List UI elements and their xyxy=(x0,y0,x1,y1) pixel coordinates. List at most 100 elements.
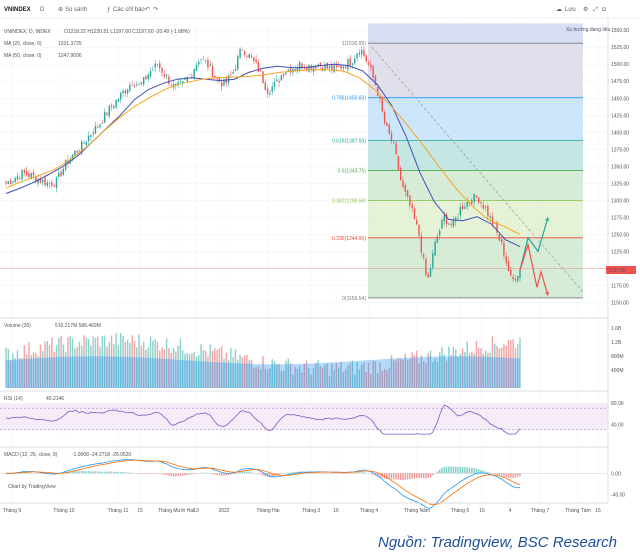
candle-body xyxy=(250,55,253,58)
legend-rsi-value: 40.2146 xyxy=(46,396,64,402)
candle-body xyxy=(239,48,241,58)
macd-histogram-bar xyxy=(28,472,30,474)
volume-bar xyxy=(209,344,211,388)
macd-histogram-bar xyxy=(184,473,186,476)
macd-histogram-bar xyxy=(445,466,448,474)
macd-histogram-bar xyxy=(30,472,32,474)
candle-body xyxy=(138,83,140,84)
indicators-button[interactable]: Các chỉ báo xyxy=(113,6,145,13)
legend-ma20-value: 1231.3725 xyxy=(58,41,82,47)
volume-bar xyxy=(356,362,358,388)
candle-body xyxy=(32,172,35,176)
macd-histogram-bar xyxy=(170,473,172,477)
macd-histogram-bar xyxy=(78,471,81,474)
legend-ma50: MA (50, close, 0) xyxy=(4,53,42,59)
candle-body xyxy=(21,169,23,180)
candle-body xyxy=(503,242,505,256)
undo-icon[interactable]: ↶ xyxy=(145,6,150,13)
volume-bar xyxy=(269,368,271,388)
macd-histogram-bar xyxy=(218,473,221,476)
macd-histogram-bar xyxy=(494,473,496,475)
volume-bar xyxy=(30,355,32,388)
candle-body xyxy=(220,82,223,87)
candle-body xyxy=(491,216,494,225)
y-tick-label: 1250.00 xyxy=(611,232,629,238)
volume-bar xyxy=(129,342,131,388)
candle-body xyxy=(308,64,310,72)
volume-bar xyxy=(232,357,234,388)
macd-histogram-bar xyxy=(377,473,379,477)
volume-bar xyxy=(76,346,78,388)
volume-bar xyxy=(60,336,62,388)
volume-bar xyxy=(5,347,7,388)
chart-by-tradingview[interactable]: Chart by TradingView xyxy=(8,484,56,490)
macd-histogram-bar xyxy=(129,472,131,474)
compare-button[interactable]: So sánh xyxy=(65,7,87,13)
macd-histogram-bar xyxy=(416,473,418,479)
volume-bar xyxy=(303,363,306,388)
volume-bar xyxy=(360,364,363,388)
macd-histogram-bar xyxy=(413,473,416,479)
fib-level-label: 1(1530.95) xyxy=(342,41,367,47)
macd-histogram-bar xyxy=(257,473,260,475)
macd-histogram-bar xyxy=(438,469,441,474)
candle-body xyxy=(393,142,395,143)
candle-body xyxy=(264,82,267,90)
volume-bar xyxy=(94,338,97,388)
compare-icon[interactable]: ⊕ xyxy=(58,7,63,13)
volume-bar xyxy=(340,361,342,388)
candle-body xyxy=(62,168,65,175)
candle-body xyxy=(347,59,349,70)
candle-body xyxy=(103,111,106,123)
cloud-icon[interactable]: ☁ xyxy=(556,7,562,13)
volume-bar xyxy=(347,365,349,388)
volume-bar xyxy=(294,366,296,388)
candle-body xyxy=(475,195,478,198)
volume-bar xyxy=(319,366,322,388)
candle-body xyxy=(149,71,152,77)
macd-line xyxy=(5,459,521,509)
indicators-icon[interactable]: ƒ xyxy=(107,7,110,13)
settings-icon[interactable]: ⚙ xyxy=(583,6,588,13)
candle-body xyxy=(165,74,168,77)
candle-body xyxy=(289,68,292,73)
macd-histogram-bar xyxy=(202,472,205,474)
macd-histogram-bar xyxy=(457,466,459,474)
redo-icon[interactable]: ↷ xyxy=(153,6,158,13)
symbol-label[interactable]: VNINDEX xyxy=(4,7,31,13)
fullscreen-icon[interactable]: ⤢ xyxy=(593,6,598,13)
macd-histogram-bar xyxy=(108,471,110,474)
candle-body xyxy=(142,77,145,85)
volume-bar xyxy=(78,341,81,388)
volume-bar xyxy=(464,352,466,388)
candle-body xyxy=(386,123,388,126)
interval-button[interactable]: D xyxy=(40,7,45,13)
candle-body xyxy=(312,66,315,72)
volume-bar xyxy=(161,347,163,388)
candle-body xyxy=(74,151,76,156)
macd-histogram-bar xyxy=(230,473,232,475)
volume-bar xyxy=(487,352,489,388)
camera-icon[interactable]: ◘ xyxy=(602,7,606,13)
volume-bar xyxy=(159,350,161,388)
candle-body xyxy=(214,76,216,78)
fib-zone xyxy=(368,140,583,171)
volume-bar xyxy=(46,341,49,388)
macd-histogram-bar xyxy=(390,473,393,480)
macd-histogram-bar xyxy=(44,473,46,475)
macd-histogram-bar xyxy=(399,473,402,481)
volume-bar xyxy=(255,367,257,388)
volume-bar xyxy=(124,342,127,388)
macd-histogram-bar xyxy=(69,471,71,474)
macd-histogram-bar xyxy=(90,471,92,474)
candle-body xyxy=(37,179,39,184)
candle-body xyxy=(342,66,345,69)
volume-bar xyxy=(489,352,491,388)
save-button[interactable]: Lưu xyxy=(565,7,576,13)
volume-bar xyxy=(331,363,333,388)
macd-histogram-bar xyxy=(74,471,76,474)
macd-histogram-bar xyxy=(404,473,406,480)
volume-bar xyxy=(296,368,299,388)
candle-body xyxy=(494,223,496,225)
candle-body xyxy=(209,64,211,66)
